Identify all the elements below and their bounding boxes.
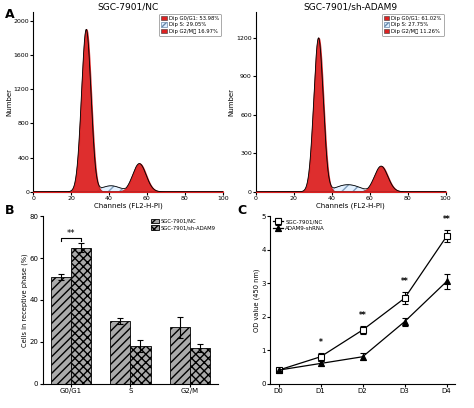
Bar bbox=[51, 277, 71, 384]
Y-axis label: Number: Number bbox=[6, 88, 12, 116]
Bar bbox=[130, 346, 151, 384]
Title: SGC-7901/sh-ADAM9: SGC-7901/sh-ADAM9 bbox=[304, 2, 398, 11]
X-axis label: Channels (FL2-H-PI): Channels (FL2-H-PI) bbox=[93, 202, 163, 209]
Text: A: A bbox=[5, 8, 14, 21]
Legend: Dip G0/G1: 53.98%, Dip S: 29.05%, Dip G2/M： 16.97%: Dip G0/G1: 53.98%, Dip S: 29.05%, Dip G2… bbox=[159, 14, 221, 36]
Y-axis label: OD value (450 nm): OD value (450 nm) bbox=[254, 268, 260, 332]
Text: **: ** bbox=[443, 215, 450, 224]
Text: **: ** bbox=[401, 277, 409, 286]
Legend: SGC-7901/NC, ADAM9-shRNA: SGC-7901/NC, ADAM9-shRNA bbox=[271, 217, 327, 232]
Text: *: * bbox=[319, 338, 322, 347]
Y-axis label: Number: Number bbox=[229, 88, 235, 116]
Text: **: ** bbox=[359, 311, 366, 320]
Text: B: B bbox=[5, 204, 14, 217]
Bar bbox=[71, 248, 91, 384]
Text: **: ** bbox=[67, 228, 75, 237]
Bar bbox=[170, 327, 190, 384]
Bar bbox=[190, 348, 210, 384]
Y-axis label: Cells in receptive phase (%): Cells in receptive phase (%) bbox=[22, 253, 28, 347]
Legend: SGC-7901/NC, SGC-7901/sh-ADAM9: SGC-7901/NC, SGC-7901/sh-ADAM9 bbox=[150, 218, 217, 232]
X-axis label: Channels (FL2-H-PI): Channels (FL2-H-PI) bbox=[316, 202, 385, 209]
Text: C: C bbox=[237, 204, 246, 217]
Legend: Dip G0/G1: 61.02%, Dip S: 27.75%, Dip G2/M： 11.26%: Dip G0/G1: 61.02%, Dip S: 27.75%, Dip G2… bbox=[382, 14, 444, 36]
Title: SGC-7901/NC: SGC-7901/NC bbox=[97, 2, 159, 11]
Bar bbox=[110, 321, 130, 384]
